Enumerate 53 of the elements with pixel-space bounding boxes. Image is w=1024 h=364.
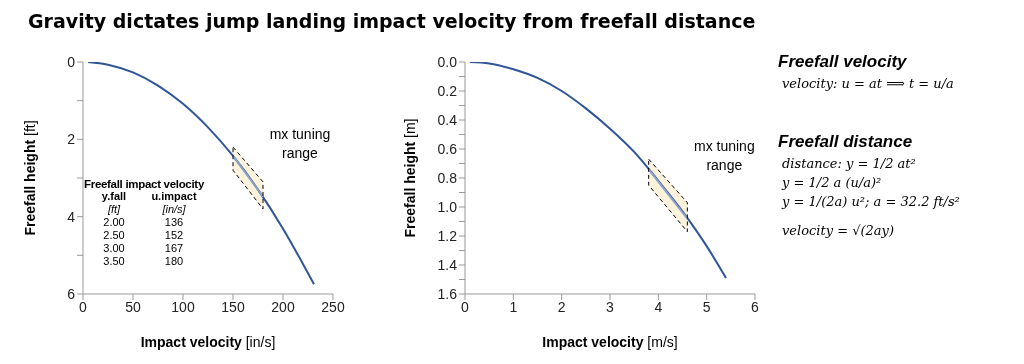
y-tick-label: 0 [67,53,76,70]
text: y = 1/2 a (u/a)² [782,175,883,190]
x-axis-title: Impact velocity [m/s] [542,334,678,350]
x-tick-label: 0 [461,298,470,315]
annotation: u.impact [150,190,198,202]
annotation: 3.50 [102,255,126,267]
x-tick-label: 50 [125,298,141,315]
annotation: [in/s] [161,203,187,215]
x-axis-title: Impact velocity [in/s] [140,334,276,350]
annotation: 3.00 [102,242,126,254]
series-label: mx tuning range [268,125,332,164]
y-tick-label: 0.0 [437,53,458,70]
y-tick-label: 1.4 [437,256,458,273]
annotation: 152 [163,229,185,241]
y-tick-label: 0.8 [437,169,458,186]
text: distance: y = 1/2 at² [782,156,917,171]
text: Gravity dictates jump landing impact velocity from freefall distance [28,10,756,32]
annotation: 167 [163,242,185,254]
annotation: 2.00 [102,216,126,228]
annotation: 2.50 [102,229,126,241]
text: y = 1/(2a) u²; a = 32.2 ft/s² [782,194,961,209]
y-tick-label: 4 [67,208,76,225]
x-tick-label: 250 [321,298,345,315]
y-axis-title: Freefall height [ft] [22,120,38,236]
y-tick-label: 1.0 [437,198,458,215]
annotation: 180 [163,255,185,267]
x-tick-label: 5 [702,298,711,315]
x-tick-label: 100 [171,298,195,315]
annotation: 136 [163,216,185,228]
y-tick-label: 0.6 [437,140,458,157]
annotation: [ft] [106,203,122,215]
y-axis-title: Freefall height [m] [402,118,418,238]
annotation: y.fall [100,190,128,202]
x-tick-label: 1 [509,298,518,315]
y-tick-label: 1.2 [437,227,458,244]
x-tick-label: 0 [79,298,88,315]
text: Freefall velocity [778,52,908,72]
x-tick-label: 2 [557,298,566,315]
annotation: Freefall impact velocity [84,178,204,190]
text: velocity: u = at ⟹ t = u/a [782,76,955,91]
x-tick-label: 200 [271,298,295,315]
y-tick-label: 0.4 [437,111,458,128]
text: velocity = √(2ay) [782,223,895,238]
x-tick-label: 3 [606,298,615,315]
x-tick-label: 4 [654,298,663,315]
y-tick-label: 2 [67,131,76,148]
y-tick-label: 0.2 [437,82,458,99]
text: Freefall distance [778,132,914,152]
y-tick-label: 6 [67,285,76,302]
x-tick-label: 150 [221,298,245,315]
text: mx tuning range [692,137,756,176]
y-tick-label: 1.6 [437,285,458,302]
x-tick-label: 6 [751,298,760,315]
